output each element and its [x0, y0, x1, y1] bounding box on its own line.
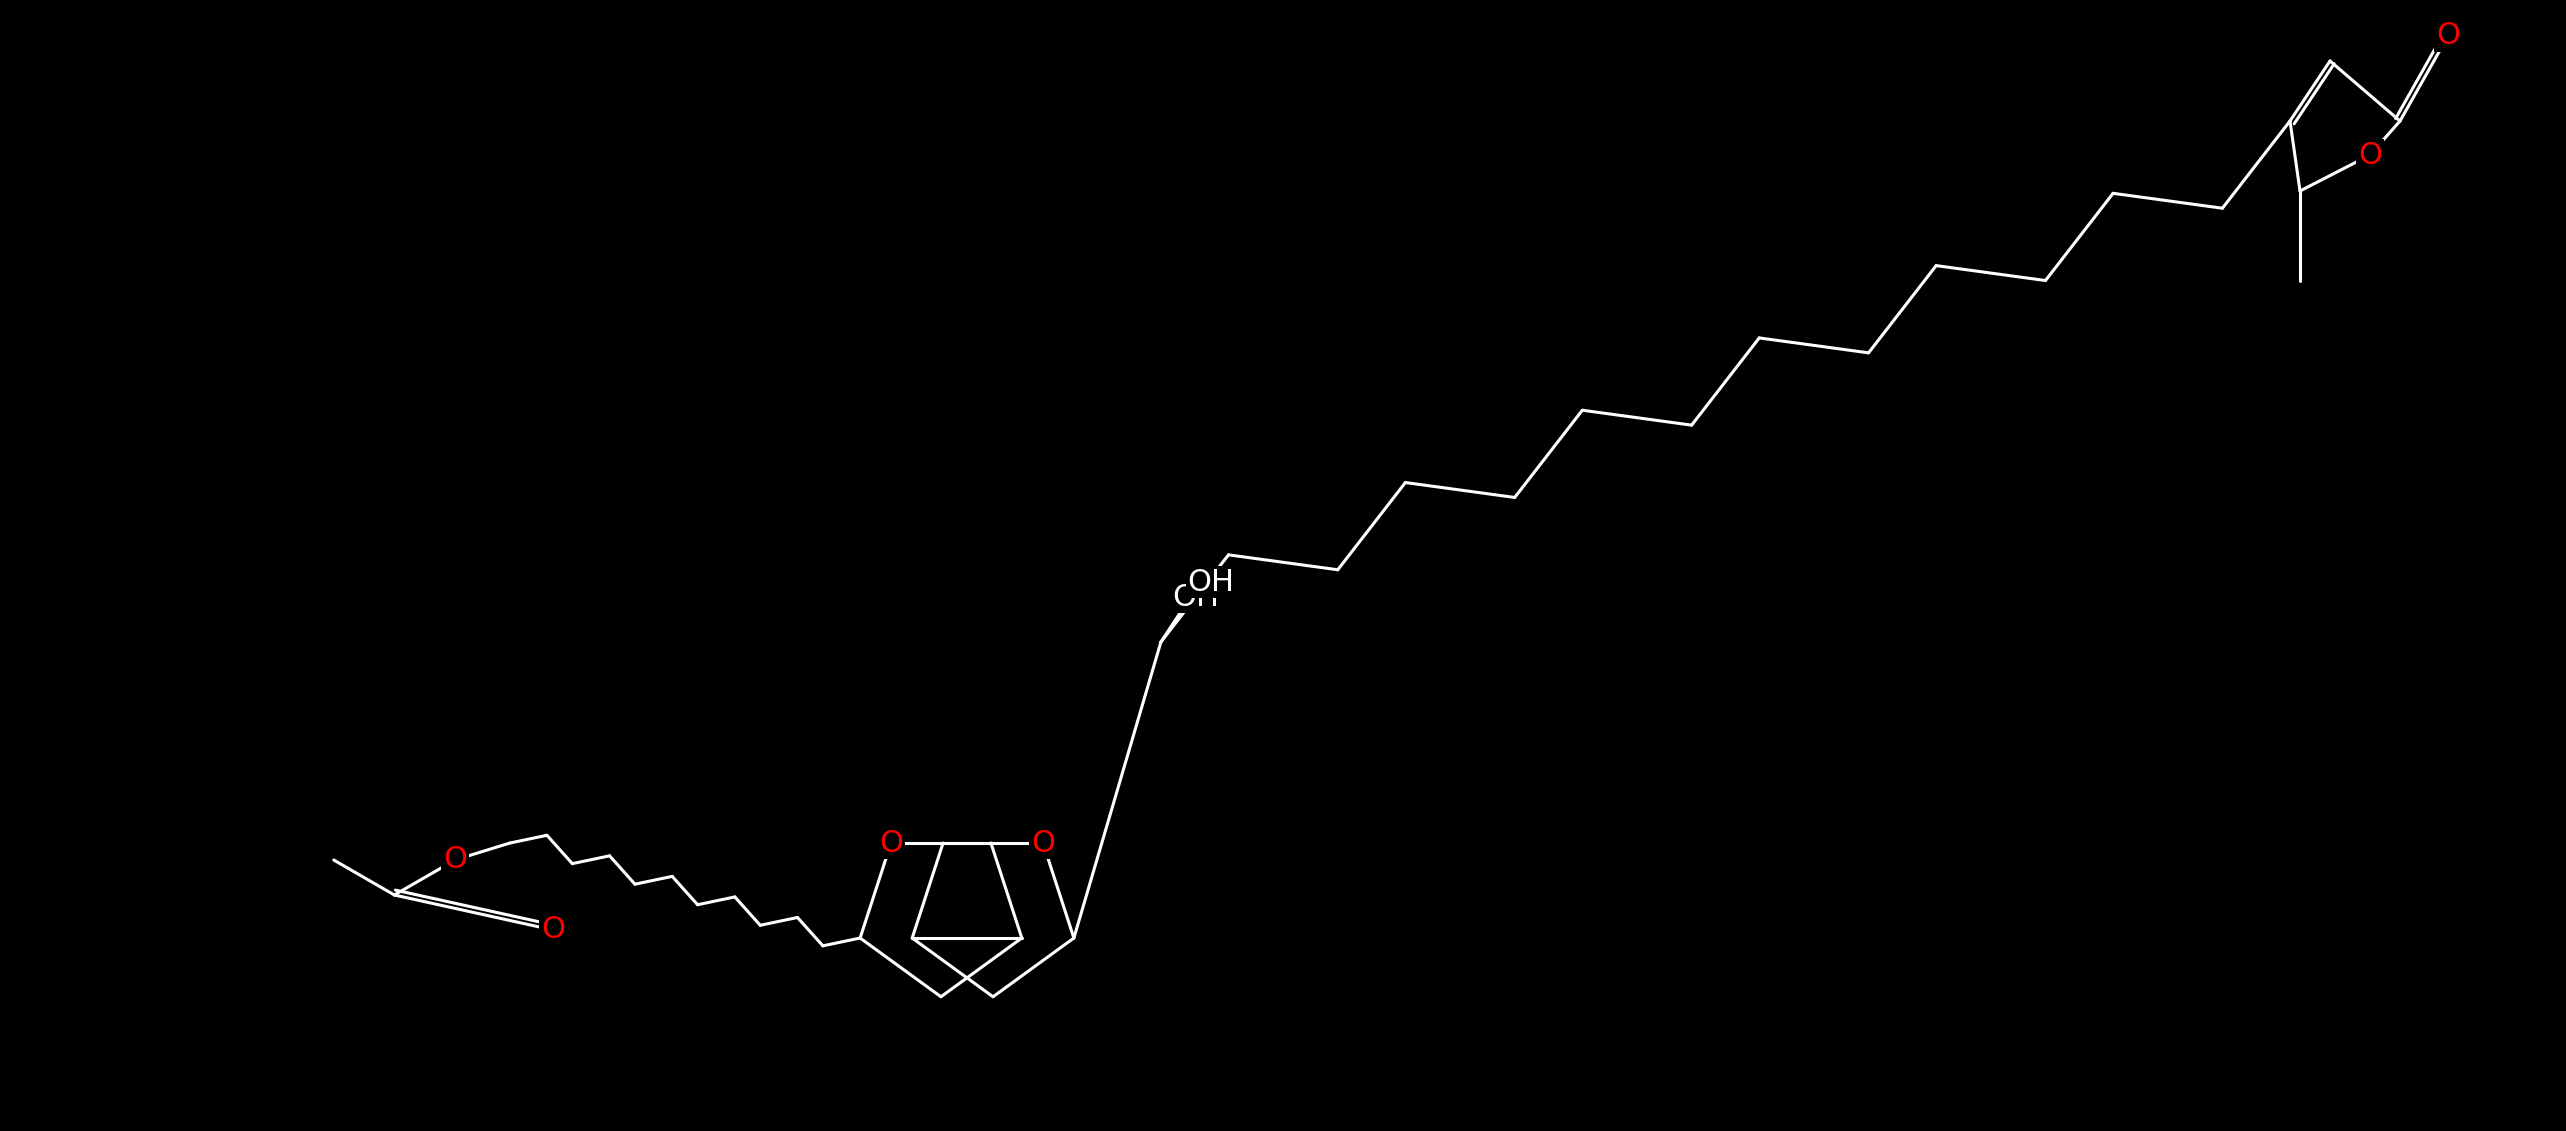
Text: O: O [2435, 21, 2461, 51]
Text: O: O [2358, 140, 2381, 170]
Text: O: O [880, 829, 903, 857]
Text: O: O [444, 846, 467, 874]
Text: O: O [541, 915, 565, 944]
Text: OH: OH [1188, 568, 1234, 596]
Text: O: O [1032, 829, 1055, 857]
Text: OH: OH [1173, 582, 1219, 612]
